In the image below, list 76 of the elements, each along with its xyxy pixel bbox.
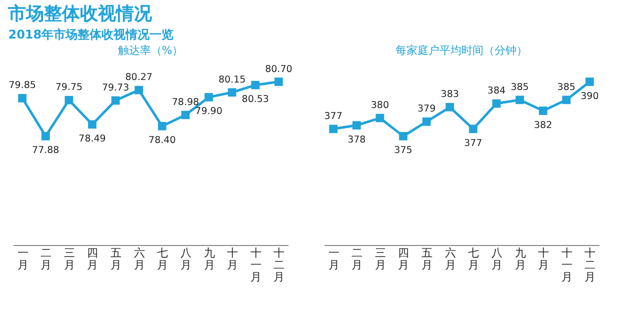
x-tick-label: 一月 <box>328 246 340 272</box>
data-label: 78.98 <box>172 96 200 108</box>
data-label: 383 <box>440 89 459 100</box>
text: 2018年市场整体收视情况一览 <box>8 28 174 42</box>
x-tick-label: 二月 <box>352 246 363 272</box>
point <box>352 121 361 130</box>
data-label: 80.27 <box>125 72 152 84</box>
chart-title: 每家庭户平均时间（分钟） <box>396 44 528 57</box>
data-label: 80.70 <box>265 64 292 75</box>
x-tick-label: 六月 <box>444 246 456 272</box>
data-label: 379 <box>417 104 436 115</box>
point <box>18 94 27 102</box>
point <box>158 122 166 130</box>
data-label: 384 <box>487 86 506 97</box>
point <box>228 88 236 97</box>
x-tick-label: 六月 <box>134 246 145 272</box>
x-tick-label: 四月 <box>398 246 410 272</box>
point <box>492 99 501 108</box>
data-label: 80.15 <box>218 74 246 86</box>
x-tick-label: 二月 <box>40 246 52 272</box>
point <box>88 120 96 129</box>
x-tick-label: 十月 <box>538 246 550 272</box>
x-tick-label: 十一月 <box>250 246 262 284</box>
point <box>181 110 190 120</box>
data-label: 77.88 <box>32 145 60 156</box>
point <box>562 96 571 104</box>
point <box>422 117 431 126</box>
point <box>446 102 454 112</box>
x-tick-label: 八月 <box>491 246 502 272</box>
data-label: 79.73 <box>102 82 130 94</box>
data-label: 377 <box>324 110 342 122</box>
data-label: 78.40 <box>148 135 176 146</box>
data-label: 80.53 <box>242 94 269 106</box>
text: 市场整体收视情况 <box>7 4 154 24</box>
x-tick-label: 八月 <box>180 246 192 272</box>
x-tick-label: 四月 <box>87 246 98 272</box>
x-tick-label: 三月 <box>64 246 75 272</box>
point <box>204 93 213 102</box>
data-label: 380 <box>370 100 390 112</box>
data-label: 377 <box>464 138 482 149</box>
point <box>468 124 478 134</box>
point <box>399 132 408 140</box>
x-tick-label: 五月 <box>110 246 122 272</box>
x-tick-label: 十二月 <box>274 246 285 284</box>
x-tick-label: 三月 <box>374 246 386 272</box>
x-tick-label: 一月 <box>17 246 28 272</box>
x-tick-label: 九月 <box>204 246 215 272</box>
x-tick-label: 七月 <box>468 246 480 272</box>
x-tick-label: 七月 <box>157 246 168 272</box>
data-label: 78.49 <box>78 133 106 144</box>
data-label: 378 <box>348 134 366 146</box>
data-label: 79.85 <box>8 80 36 92</box>
x-tick-label: 九月 <box>514 246 526 272</box>
data-label: 385 <box>510 82 529 93</box>
point <box>585 78 594 86</box>
x-tick-label: 十月 <box>227 246 238 272</box>
point <box>376 114 384 122</box>
data-label: 390 <box>580 90 599 102</box>
data-label: 79.75 <box>55 82 83 94</box>
point <box>41 132 50 140</box>
point <box>538 106 548 115</box>
x-tick-label: 五月 <box>422 246 433 272</box>
x-tick-label: 十一月 <box>561 246 572 284</box>
x-tick-label: 十二月 <box>584 246 596 284</box>
data-label: 385 <box>557 82 576 93</box>
point <box>111 96 120 105</box>
point <box>516 96 524 104</box>
data-label: 375 <box>394 145 412 156</box>
point <box>251 80 260 90</box>
data-label: 79.90 <box>195 106 222 118</box>
point <box>329 124 338 134</box>
point <box>134 86 144 94</box>
point <box>64 96 74 104</box>
point <box>274 78 283 86</box>
data-label: 382 <box>534 120 552 131</box>
chart-title: 触达率（%） <box>118 44 184 57</box>
